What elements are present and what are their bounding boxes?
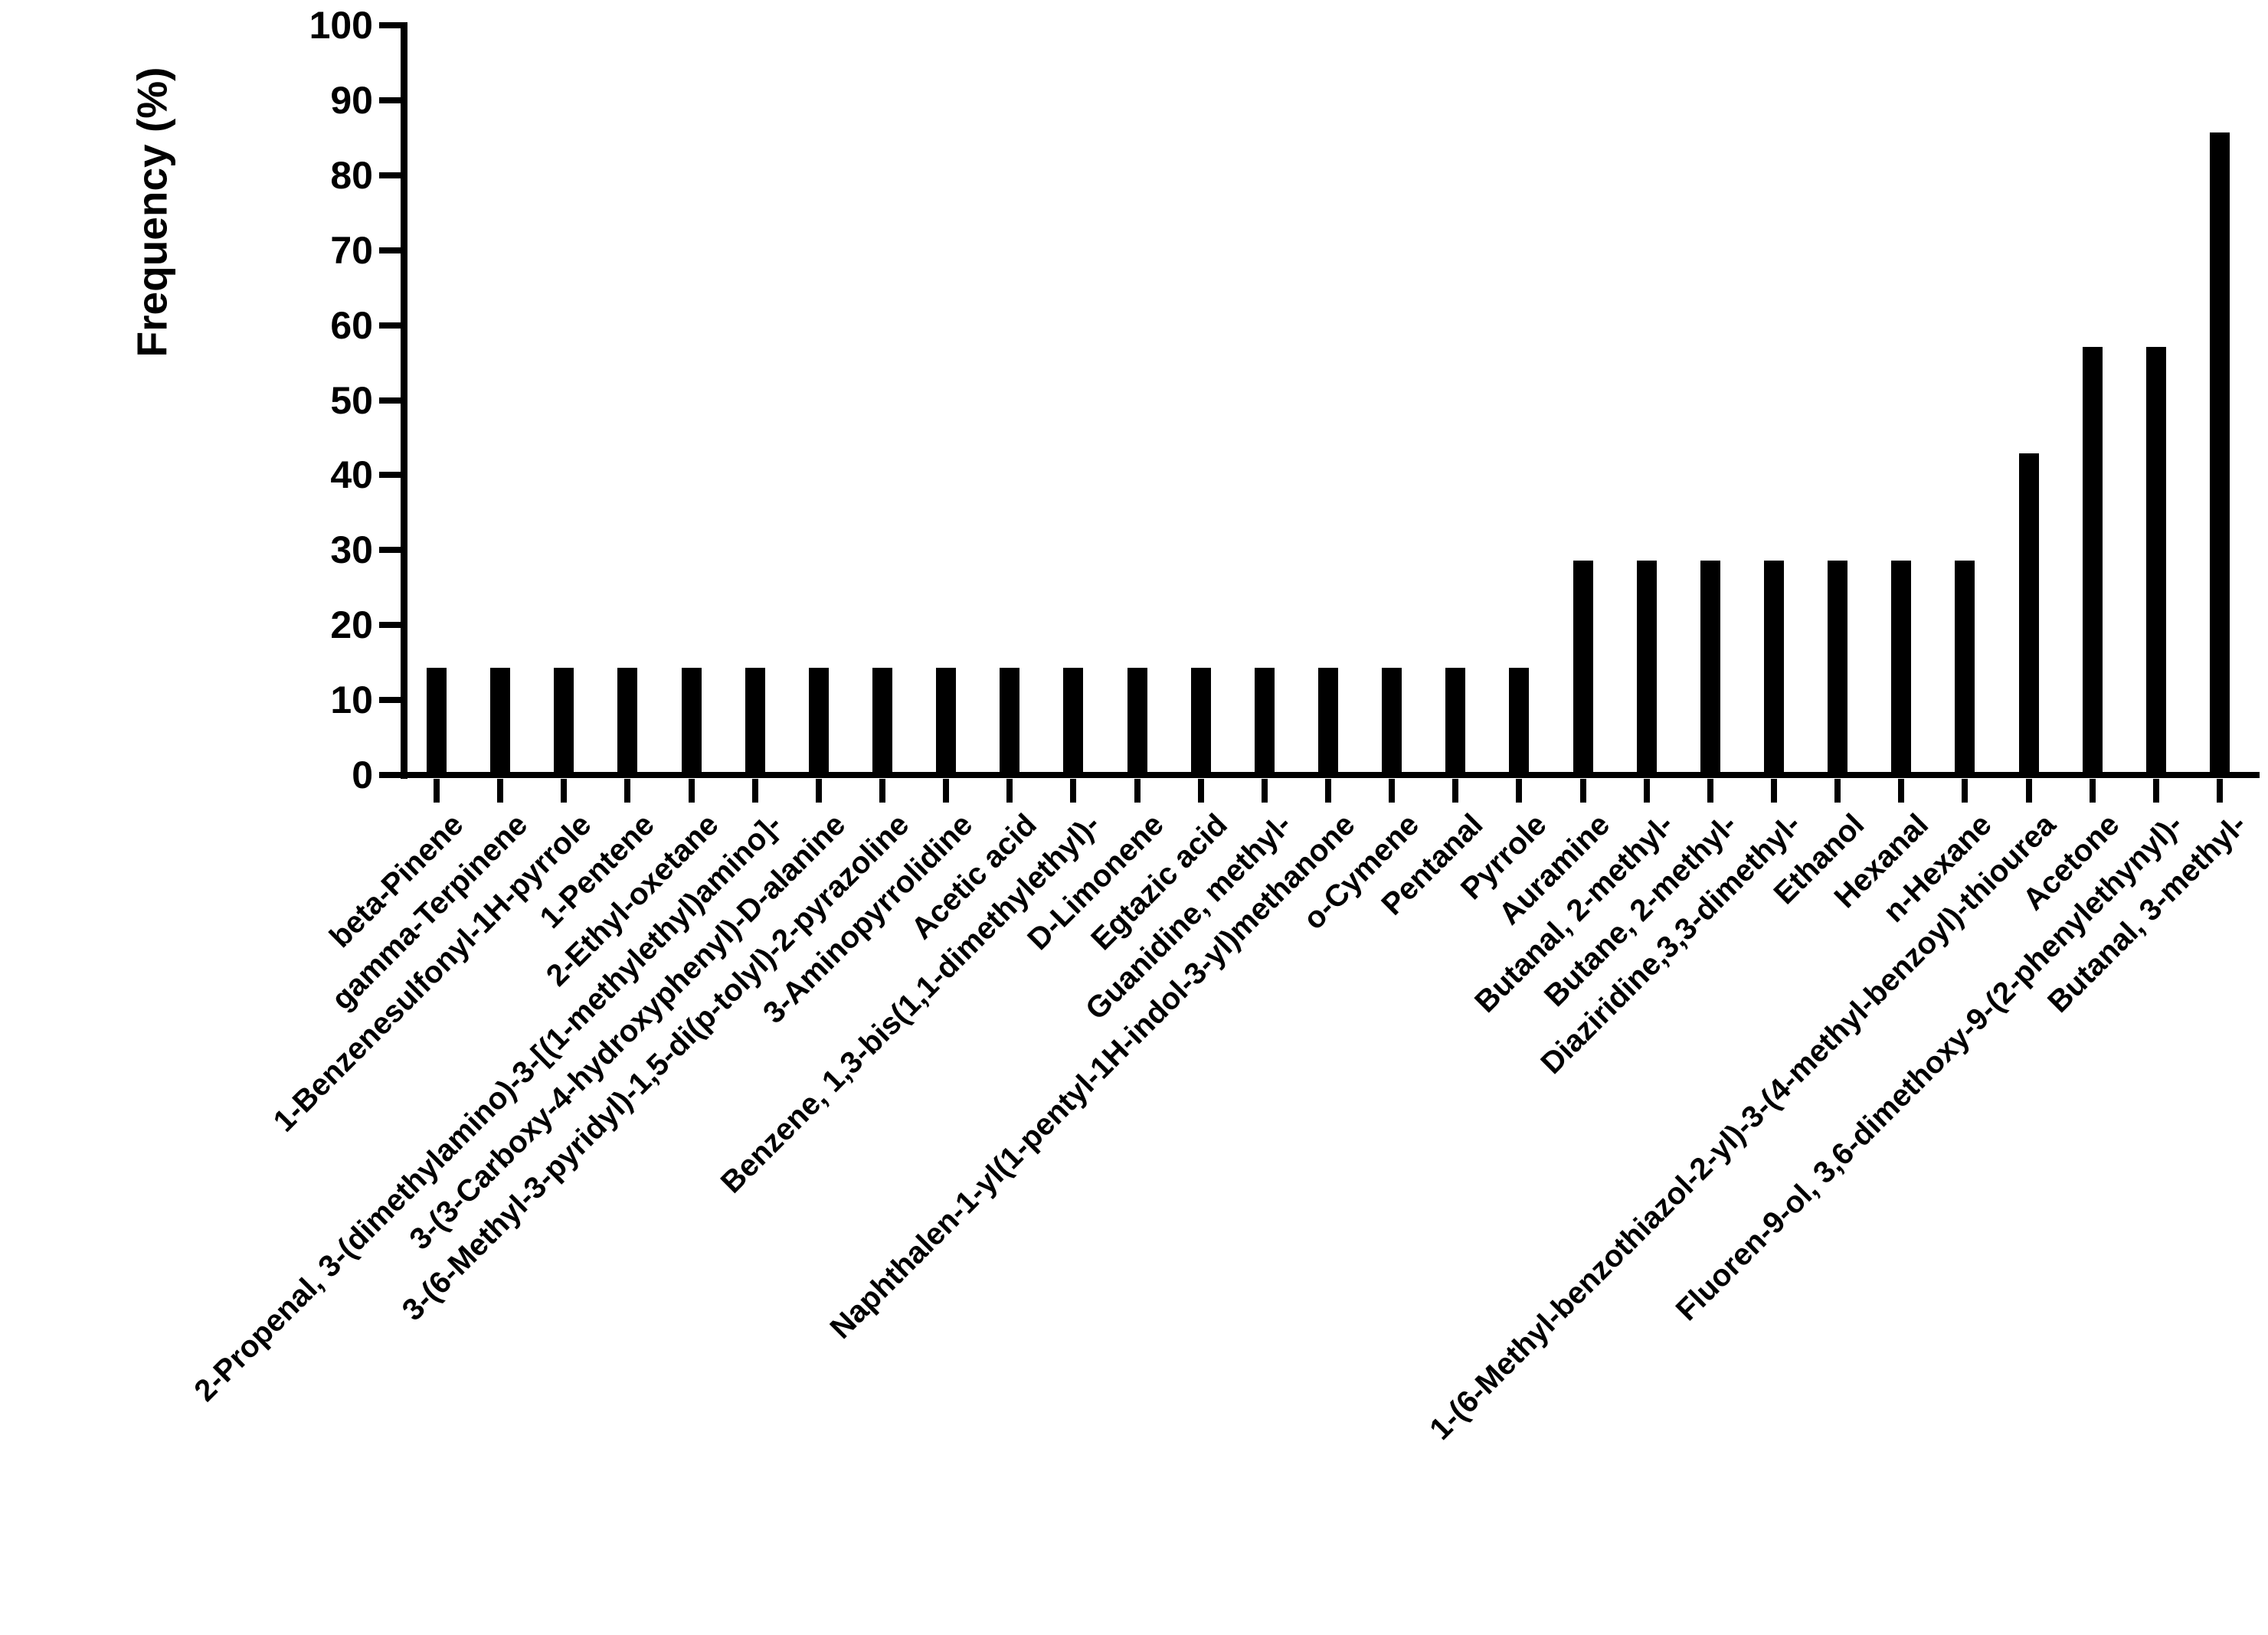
x-tick-mark [1516,779,1523,803]
y-tick-label: 70 [330,228,373,272]
x-tick-mark [751,779,758,803]
bar [1254,668,1275,775]
x-tick-mark [624,779,631,803]
y-tick-mark [379,472,401,479]
x-tick-mark [1579,779,1586,803]
bar [745,668,765,775]
y-tick-mark [379,697,401,704]
x-tick-mark [1134,779,1141,803]
bar [490,668,511,775]
y-tick-label: 0 [352,754,373,796]
y-tick-label: 80 [330,153,373,197]
x-tick-mark [434,779,440,803]
y-tick-label: 100 [309,4,373,47]
bar [1000,668,1020,775]
x-tick-mark [1962,779,1969,803]
bar [1636,561,1657,775]
bar [1955,561,1975,775]
x-axis-line [401,772,2260,778]
y-tick-label: 60 [330,303,373,347]
bar [1190,668,1211,775]
y-tick-mark [379,22,401,28]
x-tick-mark [1197,779,1204,803]
y-tick-mark [379,322,401,329]
x-tick-mark [879,779,885,803]
x-tick-mark [2152,779,2159,803]
x-tick-mark [1834,779,1841,803]
x-tick-mark [2089,779,2096,803]
bar [1763,561,1784,775]
bar [1127,668,1147,775]
x-tick-mark [943,779,950,803]
bar [2209,132,2230,775]
x-tick-mark [2025,779,2032,803]
x-tick-mark [1643,779,1650,803]
bar [872,668,892,775]
x-tick-mark [688,779,695,803]
y-tick-mark [379,247,401,253]
x-tick-mark [497,779,504,803]
y-tick-mark [379,172,401,178]
bar [1891,561,1912,775]
y-tick-mark [379,96,401,103]
y-tick-label: 30 [330,528,373,572]
bar [681,668,702,775]
y-tick-mark [379,622,401,629]
bar [1382,668,1402,775]
bar [554,668,574,775]
bar [1509,668,1530,775]
x-tick-mark [1707,779,1713,803]
x-tick-mark [1898,779,1905,803]
y-tick-mark [379,397,401,404]
x-tick-mark [2216,779,2223,803]
bar [1063,668,1084,775]
bar [936,668,957,775]
bar [1317,668,1338,775]
y-tick-label: 20 [330,603,373,647]
x-tick-mark [1070,779,1077,803]
y-tick-label: 50 [330,378,373,422]
y-tick-label: 90 [330,78,373,122]
y-axis-line [401,22,407,779]
y-tick-label: 10 [330,679,373,722]
bar [808,668,829,775]
bar [1573,561,1593,775]
x-tick-mark [815,779,822,803]
y-tick-mark [379,772,401,778]
bar [427,668,447,775]
bar [2018,453,2039,775]
x-tick-mark [1006,779,1013,803]
bar [2145,346,2166,775]
x-tick-mark [1770,779,1777,803]
x-tick-mark [561,779,568,803]
bar [1828,561,1848,775]
bar [617,668,638,775]
bar [1700,561,1720,775]
bar [2082,346,2103,775]
x-tick-mark [1389,779,1396,803]
bar [1445,668,1466,775]
y-tick-mark [379,547,401,554]
x-tick-mark [1324,779,1331,803]
y-tick-label: 40 [330,453,373,497]
x-tick-mark [1452,779,1459,803]
x-tick-mark [1261,779,1268,803]
